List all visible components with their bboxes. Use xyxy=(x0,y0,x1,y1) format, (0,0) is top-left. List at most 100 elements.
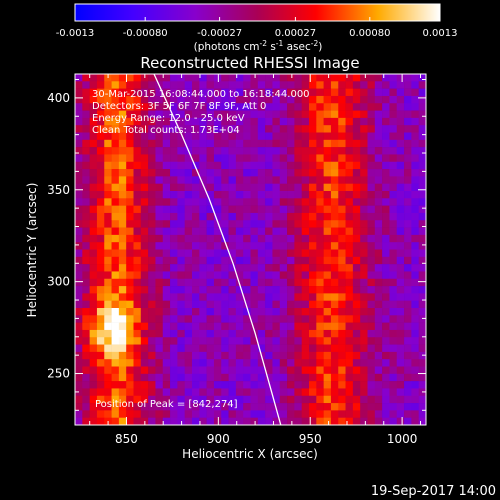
heatmap-cell xyxy=(133,359,142,367)
heatmap-cell xyxy=(265,161,273,170)
heatmap-cell xyxy=(140,308,149,316)
heatmap-cell xyxy=(221,359,229,367)
heatmap-cell xyxy=(360,359,368,367)
heatmap-cell xyxy=(206,205,215,214)
heatmap-cell xyxy=(213,271,222,280)
heatmap-cell xyxy=(155,227,164,236)
heatmap-cell xyxy=(323,293,332,301)
heatmap-cell xyxy=(345,220,354,228)
heatmap-cell xyxy=(330,388,339,397)
heatmap-cell xyxy=(309,256,317,265)
heatmap-cell xyxy=(250,337,259,345)
heatmap-cell xyxy=(389,351,398,360)
heatmap-cell xyxy=(309,103,317,111)
heatmap-cell xyxy=(338,308,346,316)
heatmap-cell xyxy=(82,117,90,126)
heatmap-cell xyxy=(155,139,164,148)
heatmap-cell xyxy=(367,205,376,214)
heatmap-cell xyxy=(228,74,237,82)
heatmap-cell xyxy=(213,410,222,418)
heatmap-cell xyxy=(235,74,244,82)
heatmap-cell xyxy=(418,256,426,265)
heatmap-cell xyxy=(192,139,200,148)
heatmap-cell xyxy=(170,183,178,192)
heatmap-cell xyxy=(243,329,251,338)
heatmap-cell xyxy=(170,191,178,199)
heatmap-cell xyxy=(257,278,266,287)
heatmap-cell xyxy=(155,388,164,397)
heatmap-cell xyxy=(177,337,185,345)
heatmap-cell xyxy=(265,154,273,163)
heatmap-cell xyxy=(418,74,426,82)
heatmap-cell xyxy=(396,351,405,360)
heatmap-cell xyxy=(279,410,288,418)
heatmap-cell xyxy=(199,395,207,404)
heatmap-cell xyxy=(272,227,281,236)
heatmap-cell xyxy=(257,74,266,82)
colorbar-tick-label: 0.00027 xyxy=(275,28,316,39)
heatmap-cell xyxy=(360,169,368,177)
heatmap-cell xyxy=(404,337,412,345)
heatmap-cell xyxy=(352,366,361,375)
heatmap-cell xyxy=(396,329,405,338)
heatmap-cell xyxy=(294,103,302,111)
heatmap-cell xyxy=(323,198,332,206)
heatmap-cell xyxy=(382,227,390,236)
heatmap-cell xyxy=(345,256,354,265)
heatmap-cell xyxy=(287,329,295,338)
heatmap-cell xyxy=(294,74,302,82)
heatmap-cell xyxy=(287,74,295,82)
heatmap-cell xyxy=(82,366,90,375)
heatmap-cell xyxy=(309,191,317,199)
heatmap-cell xyxy=(184,234,193,243)
heatmap-cell xyxy=(330,373,339,382)
heatmap-cell xyxy=(345,300,354,309)
heatmap-cell xyxy=(294,315,302,323)
heatmap-cell xyxy=(257,220,266,228)
heatmap-cell xyxy=(396,359,405,367)
heatmap-cell xyxy=(309,381,317,389)
heatmap-cell xyxy=(396,337,405,345)
heatmap-cell xyxy=(243,278,251,287)
heatmap-cell xyxy=(404,103,412,111)
heatmap-cell xyxy=(360,271,368,280)
heatmap-cell xyxy=(374,395,383,404)
heatmap-cell xyxy=(148,337,156,345)
heatmap-cell xyxy=(235,381,244,389)
heatmap-cell xyxy=(82,147,90,155)
heatmap-cell xyxy=(257,183,266,192)
heatmap-cell xyxy=(89,220,98,228)
heatmap-cell xyxy=(184,81,193,89)
heatmap-cell xyxy=(352,322,361,331)
heatmap-cell xyxy=(330,242,339,250)
heatmap-cell xyxy=(148,242,156,250)
heatmap-cell xyxy=(133,278,142,287)
heatmap-cell xyxy=(287,381,295,389)
heatmap-cell xyxy=(140,117,149,126)
heatmap-cell xyxy=(309,322,317,331)
heatmap-cell xyxy=(330,198,339,206)
heatmap-cell xyxy=(287,147,295,155)
heatmap-cell xyxy=(287,337,295,345)
heatmap-cell xyxy=(126,256,134,265)
heatmap-cell xyxy=(287,183,295,192)
heatmap-cell xyxy=(118,198,127,206)
heatmap-cell xyxy=(206,395,215,404)
heatmap-cell xyxy=(345,169,354,177)
heatmap-cell xyxy=(82,125,90,133)
heatmap-cell xyxy=(367,161,376,170)
heatmap-cell xyxy=(411,154,419,163)
heatmap-cell xyxy=(155,161,164,170)
heatmap-cell xyxy=(213,139,222,148)
heatmap-cell xyxy=(279,88,288,97)
heatmap-cell xyxy=(170,234,178,243)
heatmap-cell xyxy=(148,403,156,411)
heatmap-cell xyxy=(162,234,171,243)
heatmap-cell xyxy=(170,300,178,309)
heatmap-cell xyxy=(411,103,419,111)
heatmap-cell xyxy=(301,249,310,258)
heatmap-cell xyxy=(148,74,156,82)
heatmap-cell xyxy=(265,344,273,353)
heatmap-cell xyxy=(104,256,112,265)
heatmap-cell xyxy=(389,264,398,272)
